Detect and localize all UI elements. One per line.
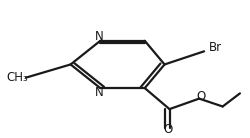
Text: N: N bbox=[95, 30, 104, 43]
Text: Br: Br bbox=[209, 41, 222, 54]
Text: O: O bbox=[163, 123, 172, 136]
Text: O: O bbox=[196, 90, 205, 103]
Text: N: N bbox=[95, 86, 104, 99]
Text: CH₃: CH₃ bbox=[6, 71, 28, 84]
